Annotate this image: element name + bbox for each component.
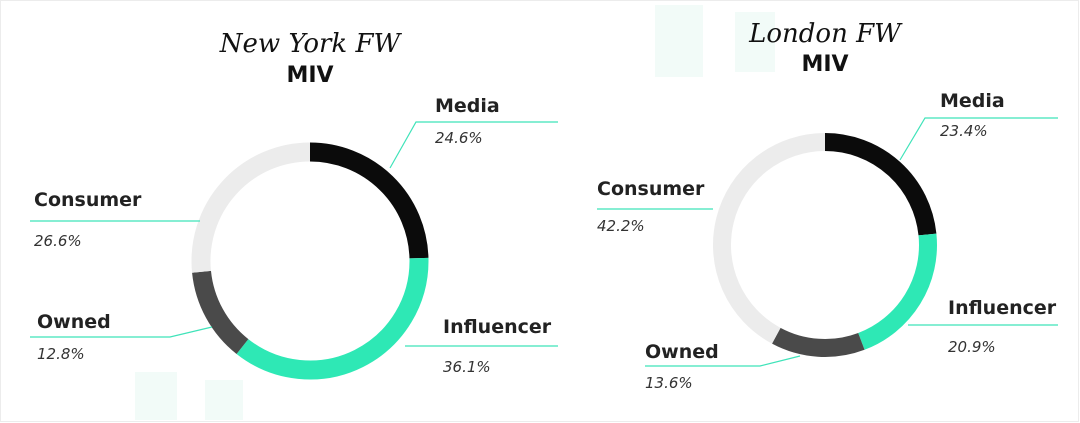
category-label: Media <box>940 90 1005 112</box>
chart-title: London FW <box>748 19 903 49</box>
background-watermark <box>135 372 177 420</box>
background-watermark <box>735 12 775 72</box>
category-label: Influencer <box>443 316 552 338</box>
value-label: 12.8% <box>37 345 85 363</box>
donut-segment-owned <box>772 327 865 357</box>
category-label: Media <box>435 95 500 117</box>
chart-subtitle: MIV <box>286 63 333 88</box>
donut <box>713 133 937 357</box>
category-label: Owned <box>645 341 719 363</box>
category-label: Consumer <box>34 189 142 211</box>
donut-segment-media <box>309 142 429 259</box>
category-label: Consumer <box>597 178 705 200</box>
donut-segment-influencer <box>857 233 937 350</box>
chart-subtitle: MIV <box>801 52 848 77</box>
value-label: 20.9% <box>948 338 996 356</box>
value-label: 13.6% <box>645 374 693 392</box>
leader-line-owned <box>645 355 801 367</box>
donut-segment-media <box>824 133 937 236</box>
category-label: Owned <box>37 311 111 333</box>
category-label: Influencer <box>948 297 1057 319</box>
chart-london: London FW MIV Media 23.4% Influencer 20.… <box>597 19 1058 392</box>
value-label: 26.6% <box>34 232 82 250</box>
donut <box>191 142 429 380</box>
leader-line-owned <box>30 326 213 338</box>
donut-segment-owned <box>192 270 249 354</box>
chart-title: New York FW <box>219 29 403 59</box>
value-label: 23.4% <box>940 122 988 140</box>
value-label: 42.2% <box>597 217 645 235</box>
donut-segment-consumer <box>713 133 826 344</box>
background-watermark <box>205 380 243 420</box>
value-label: 36.1% <box>443 358 491 376</box>
leader-line-media <box>899 117 1058 161</box>
leader-line-media <box>389 121 558 169</box>
background-watermark <box>655 5 703 77</box>
donut-segment-influencer <box>236 257 429 380</box>
donut-segment-consumer <box>191 142 311 273</box>
chart-new-york: New York FW MIV Media 24.6% Influencer 3… <box>30 29 558 380</box>
value-label: 24.6% <box>435 129 483 147</box>
